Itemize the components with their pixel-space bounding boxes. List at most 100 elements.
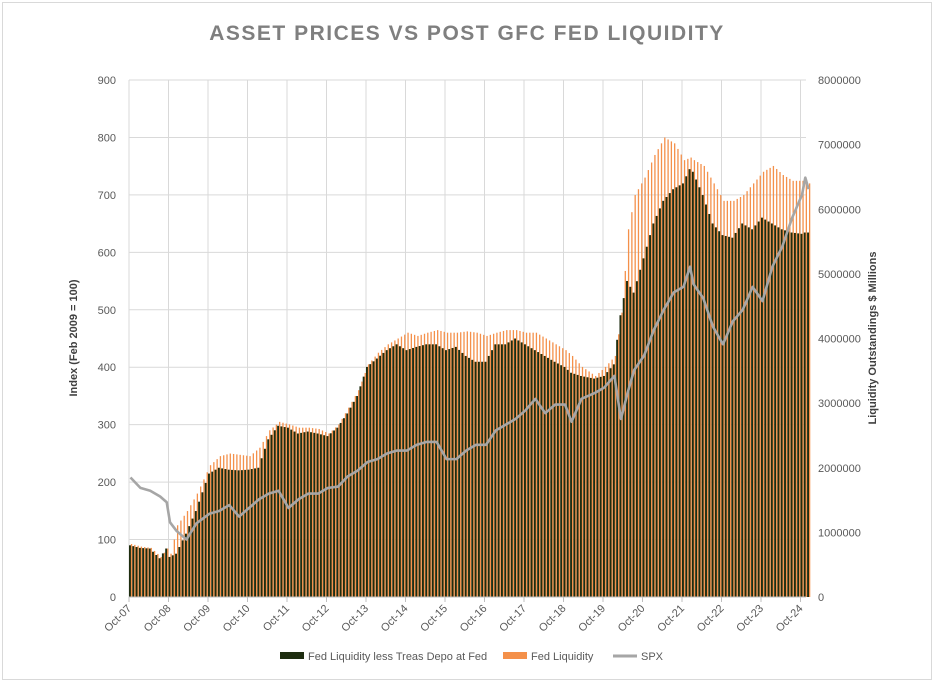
bar-fed-liquidity-less-tga: [477, 361, 481, 597]
bar-fed-liquidity-less-tga: [471, 359, 474, 597]
bar-fed-liquidity: [460, 332, 462, 597]
bar-fed-liquidity: [548, 340, 551, 597]
bar-fed-liquidity-less-tga: [362, 376, 365, 597]
bar-fed-liquidity: [453, 332, 455, 597]
bar-fed-liquidity: [509, 330, 511, 597]
bar-fed-liquidity-less-tga: [639, 269, 642, 597]
bar-fed-liquidity: [683, 160, 686, 597]
bar-fed-liquidity: [805, 180, 807, 597]
bar-fed-liquidity: [729, 200, 732, 597]
bar-fed-liquidity-less-tga: [665, 196, 668, 597]
left-tick-label: 300: [98, 420, 116, 432]
bar-fed-liquidity-less-tga: [375, 358, 378, 597]
bar-fed-liquidity: [219, 456, 222, 597]
bar-fed-liquidity-less-tga: [695, 179, 698, 597]
bar-fed-liquidity: [420, 334, 422, 597]
bar-fed-liquidity-less-tga: [359, 386, 362, 597]
bar-fed-liquidity: [604, 366, 607, 597]
bar-fed-liquidity: [726, 200, 728, 597]
bar-fed-liquidity-less-tga: [596, 377, 599, 597]
bar-fed-liquidity-less-tga: [303, 432, 306, 597]
bar-fed-liquidity: [292, 425, 294, 597]
bar-fed-liquidity: [519, 330, 521, 597]
bar-fed-liquidity: [700, 164, 702, 597]
bar-fed-liquidity: [749, 187, 752, 597]
bar-fed-liquidity: [733, 200, 735, 597]
bar-fed-liquidity: [525, 332, 528, 597]
bar-fed-liquidity-less-tga: [777, 227, 780, 597]
bar-fed-liquidity-less-tga: [635, 281, 639, 597]
right-tick-label: 0: [818, 592, 824, 604]
bar-fed-liquidity: [545, 338, 547, 597]
bar-fed-liquidity: [387, 344, 389, 597]
bar-fed-liquidity: [279, 421, 281, 597]
x-tick-label: Oct-10: [221, 603, 253, 635]
bar-fed-liquidity-less-tga: [342, 418, 346, 597]
bar-fed-liquidity: [348, 407, 350, 597]
bar-fed-liquidity-less-tga: [547, 357, 550, 597]
bar-fed-liquidity-less-tga: [714, 227, 718, 597]
x-tick-label: Oct-11: [261, 603, 292, 634]
bar-fed-liquidity: [236, 454, 238, 597]
bar-fed-liquidity-less-tga: [583, 376, 586, 597]
bar-fed-liquidity-less-tga: [787, 231, 790, 597]
bar-fed-liquidity-less-tga: [718, 231, 721, 597]
bar-fed-liquidity: [153, 550, 156, 597]
bar-fed-liquidity: [637, 189, 640, 597]
bar-fed-liquidity-less-tga: [168, 556, 171, 597]
right-tick-label: 1000000: [818, 527, 861, 539]
bar-fed-liquidity: [334, 427, 337, 597]
bar-fed-liquidity: [170, 553, 172, 597]
bar-fed-liquidity: [674, 143, 676, 597]
bar-fed-liquidity-less-tga: [402, 348, 405, 597]
bar-fed-liquidity: [354, 396, 357, 597]
bar-fed-liquidity-less-tga: [217, 467, 220, 597]
bar-fed-liquidity: [140, 546, 143, 597]
x-tick-label: Oct-08: [142, 603, 174, 635]
bar-fed-liquidity: [785, 176, 788, 597]
bar-fed-liquidity-less-tga: [481, 361, 484, 597]
bar-fed-liquidity-less-tga: [263, 448, 267, 597]
bar-fed-liquidity-less-tga: [194, 511, 197, 597]
bar-fed-liquidity: [608, 363, 610, 597]
bar-fed-liquidity-less-tga: [247, 469, 250, 597]
bar-fed-liquidity-less-tga: [780, 229, 783, 597]
bar-fed-liquidity-less-tga: [573, 373, 576, 597]
bar-fed-liquidity-less-tga: [570, 372, 573, 597]
bar-fed-liquidity-less-tga: [517, 340, 520, 597]
bar-fed-liquidity-less-tga: [142, 548, 145, 597]
bar-fed-liquidity: [516, 330, 518, 597]
bar-fed-liquidity: [137, 545, 139, 597]
bar-fed-liquidity-less-tga: [145, 548, 148, 597]
bar-fed-liquidity: [697, 162, 699, 598]
bar-fed-liquidity: [591, 373, 594, 597]
left-axis-label: Index (Feb 2009 = 100): [68, 279, 80, 396]
bar-fed-liquidity: [772, 165, 775, 598]
bar-fed-liquidity-less-tga: [240, 470, 244, 597]
bar-fed-liquidity: [779, 171, 781, 597]
bar-fed-liquidity-less-tga: [616, 339, 619, 597]
bar-fed-liquidity-less-tga: [326, 436, 329, 597]
bar-fed-liquidity: [163, 552, 166, 597]
bar-fed-liquidity-less-tga: [138, 547, 141, 597]
bar-fed-liquidity-less-tga: [277, 425, 280, 597]
bar-fed-liquidity: [450, 332, 452, 597]
bar-fed-liquidity: [690, 157, 692, 598]
bar-fed-liquidity: [167, 548, 169, 597]
bar-fed-liquidity-less-tga: [280, 426, 283, 597]
bar-fed-liquidity-less-tga: [395, 344, 398, 597]
bar-fed-liquidity-less-tga: [300, 432, 303, 597]
x-tick-label: Oct-09: [181, 603, 213, 635]
bar-fed-liquidity-less-tga: [527, 346, 530, 597]
bar-fed-liquidity-less-tga: [724, 235, 727, 597]
bar-fed-liquidity-less-tga: [560, 365, 563, 597]
bar-fed-liquidity: [358, 390, 360, 597]
bar-fed-liquidity: [440, 330, 442, 597]
bar-fed-liquidity-less-tga: [310, 432, 313, 597]
bar-fed-liquidity-less-tga: [468, 357, 471, 597]
x-tick-label: Oct-12: [300, 603, 332, 635]
bar-fed-liquidity-less-tga: [655, 215, 658, 597]
bar-fed-liquidity-less-tga: [764, 219, 767, 597]
bar-fed-liquidity: [502, 330, 505, 597]
